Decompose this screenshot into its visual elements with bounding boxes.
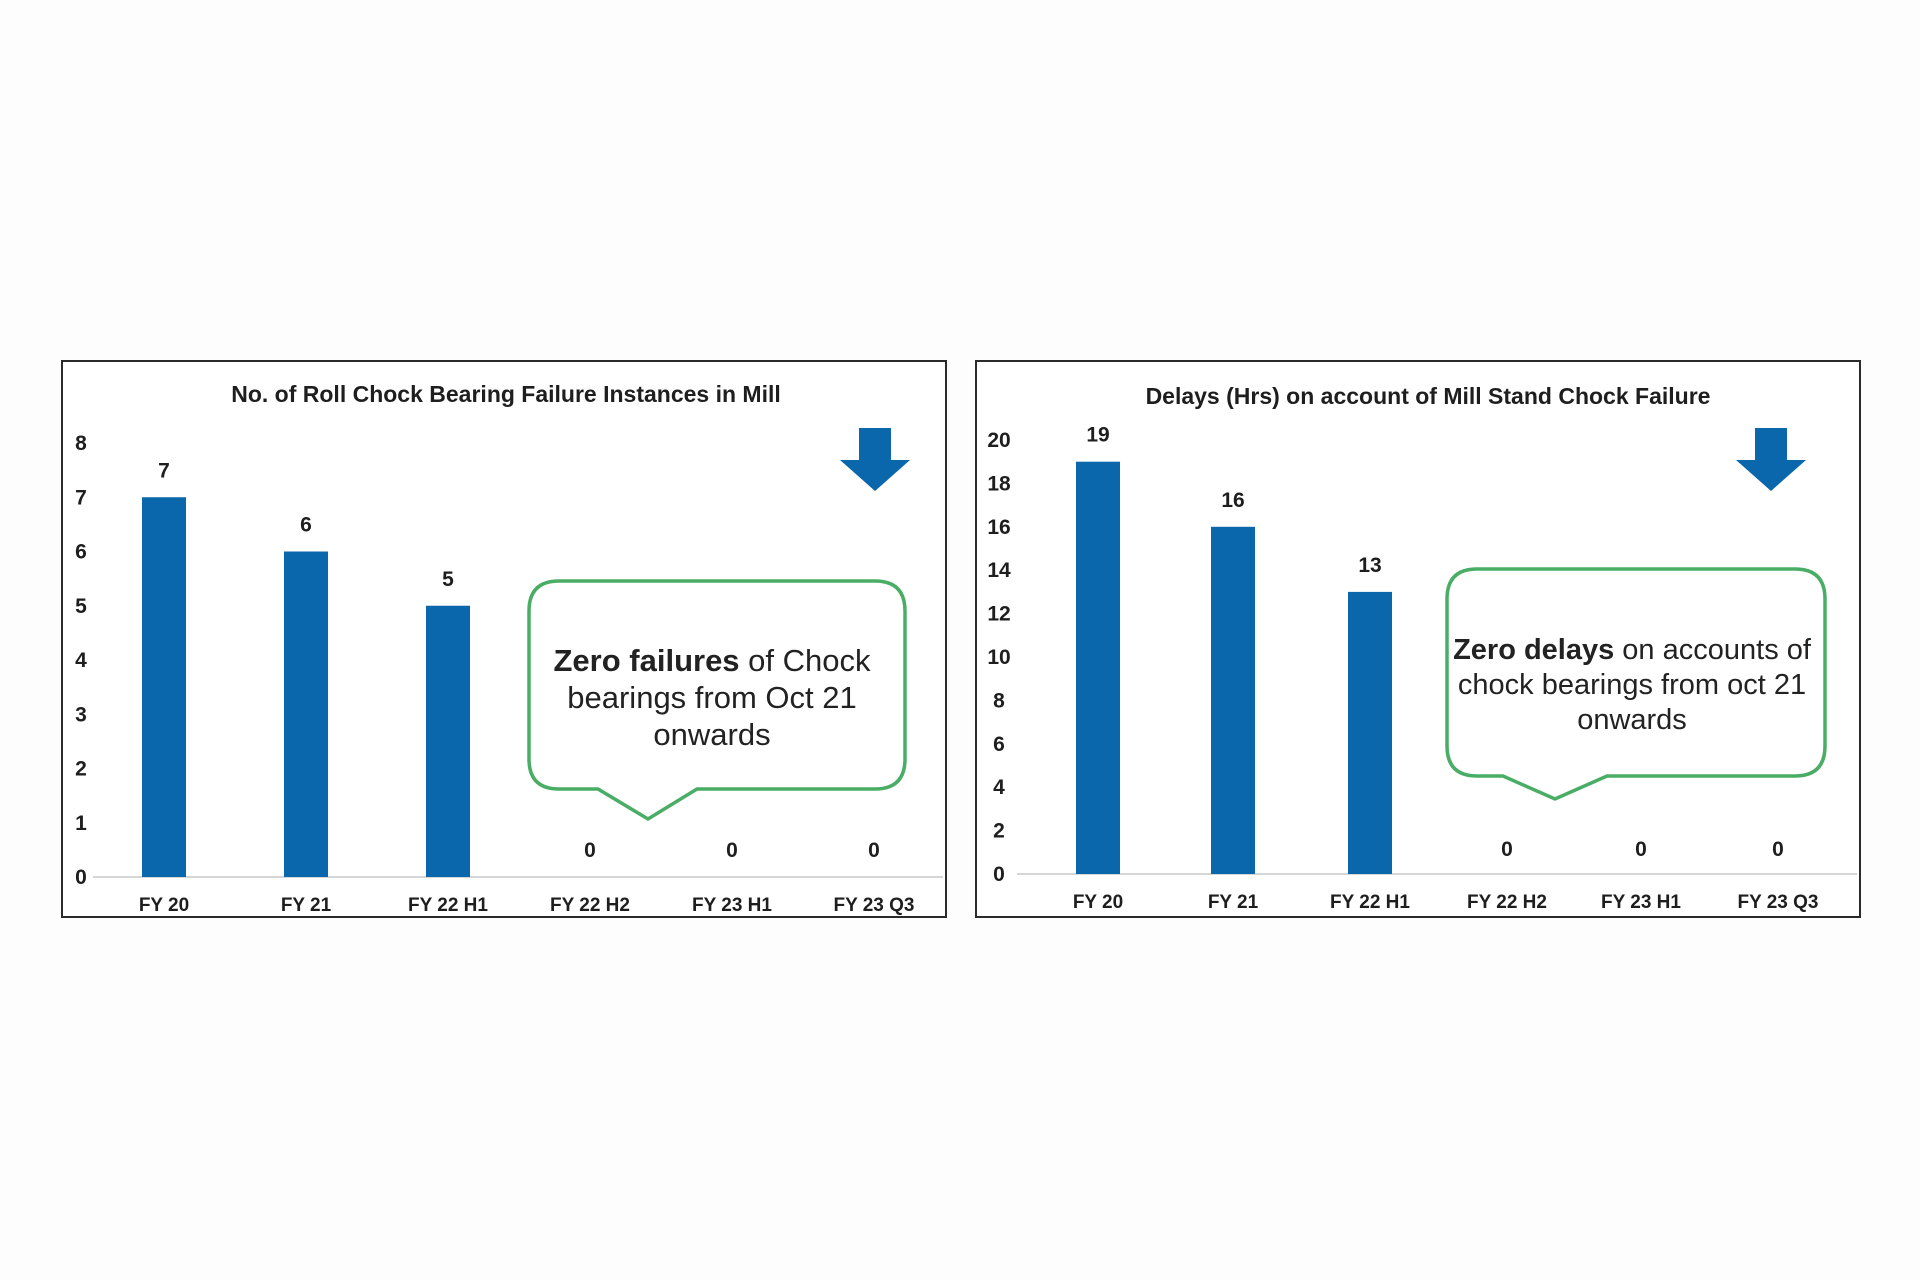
y-tick-label: 20 bbox=[987, 429, 1010, 452]
y-tick-label: 3 bbox=[75, 703, 87, 726]
category-label: FY 20 bbox=[1073, 892, 1123, 913]
y-tick-label: 5 bbox=[75, 595, 87, 618]
category-label: FY 22 H2 bbox=[550, 895, 630, 916]
y-tick-label: 8 bbox=[993, 689, 1005, 712]
y-tick-label: 8 bbox=[75, 432, 87, 455]
data-label: 13 bbox=[1358, 554, 1381, 577]
y-tick-label: 0 bbox=[75, 866, 87, 889]
category-label: FY 23 Q3 bbox=[1738, 892, 1819, 913]
category-label: FY 22 H1 bbox=[408, 895, 488, 916]
callout-text: Zero failures of Chock bearings from Oct… bbox=[529, 642, 895, 754]
category-label: FY 23 H1 bbox=[692, 895, 772, 916]
delay-hours-chart-panel: Delays (Hrs) on account of Mill Stand Ch… bbox=[975, 360, 1861, 918]
y-tick-label: 12 bbox=[987, 603, 1010, 626]
bar bbox=[284, 551, 328, 877]
data-label: 0 bbox=[584, 839, 596, 862]
callout-bold-text: Zero failures bbox=[553, 643, 740, 678]
category-label: FY 22 H2 bbox=[1467, 892, 1547, 913]
callout-rest-text: of Chock bearings from Oct 21 onwards bbox=[567, 643, 871, 753]
data-label: 16 bbox=[1221, 489, 1244, 512]
category-label: FY 22 H1 bbox=[1330, 892, 1410, 913]
y-tick-label: 16 bbox=[987, 516, 1010, 539]
y-tick-label: 2 bbox=[75, 758, 87, 781]
down-arrow-icon bbox=[840, 428, 910, 491]
chart-title: Delays (Hrs) on account of Mill Stand Ch… bbox=[1146, 383, 1711, 409]
data-label: 0 bbox=[1772, 838, 1784, 861]
data-label: 5 bbox=[442, 568, 454, 591]
data-label: 19 bbox=[1086, 424, 1109, 447]
y-tick-label: 4 bbox=[75, 649, 87, 672]
bar bbox=[1211, 526, 1255, 874]
callout-rest-text: on accounts of chock bearings from oct 2… bbox=[1457, 634, 1811, 736]
bar bbox=[1076, 461, 1120, 874]
data-label: 0 bbox=[726, 839, 738, 862]
bar bbox=[1348, 591, 1392, 874]
failure-instances-chart-panel: No. of Roll Chock Bearing Failure Instan… bbox=[61, 360, 947, 918]
category-label: FY 23 H1 bbox=[1601, 892, 1681, 913]
y-tick-label: 6 bbox=[75, 541, 87, 564]
data-label: 0 bbox=[868, 839, 880, 862]
y-tick-label: 18 bbox=[987, 472, 1011, 495]
data-label: 0 bbox=[1635, 838, 1647, 861]
delay-hours-chart: Delays (Hrs) on account of Mill Stand Ch… bbox=[987, 383, 1857, 913]
callout-bubble bbox=[1445, 567, 1827, 801]
y-tick-label: 7 bbox=[75, 486, 87, 509]
category-label: FY 23 Q3 bbox=[834, 895, 915, 916]
y-tick-label: 4 bbox=[993, 776, 1005, 799]
bar bbox=[142, 497, 186, 877]
y-tick-label: 10 bbox=[987, 646, 1010, 669]
callout-text: Zero delays on accounts of chock bearing… bbox=[1449, 633, 1815, 737]
y-tick-label: 0 bbox=[993, 863, 1005, 886]
data-label: 6 bbox=[300, 514, 312, 537]
y-tick-label: 1 bbox=[75, 812, 87, 835]
bar bbox=[426, 605, 470, 877]
chart-title: No. of Roll Chock Bearing Failure Instan… bbox=[231, 381, 781, 407]
y-tick-label: 2 bbox=[993, 820, 1005, 843]
data-label: 0 bbox=[1501, 838, 1513, 861]
callout-bubble bbox=[527, 579, 907, 822]
data-label: 7 bbox=[158, 459, 170, 482]
failure-instances-chart: No. of Roll Chock Bearing Failure Instan… bbox=[75, 381, 943, 916]
category-label: FY 21 bbox=[1208, 892, 1259, 913]
y-tick-label: 6 bbox=[993, 733, 1005, 756]
y-tick-label: 14 bbox=[987, 559, 1011, 582]
category-label: FY 21 bbox=[281, 895, 332, 916]
down-arrow-icon bbox=[1736, 428, 1806, 491]
category-label: FY 20 bbox=[139, 895, 189, 916]
callout-bold-text: Zero delays bbox=[1453, 634, 1615, 666]
